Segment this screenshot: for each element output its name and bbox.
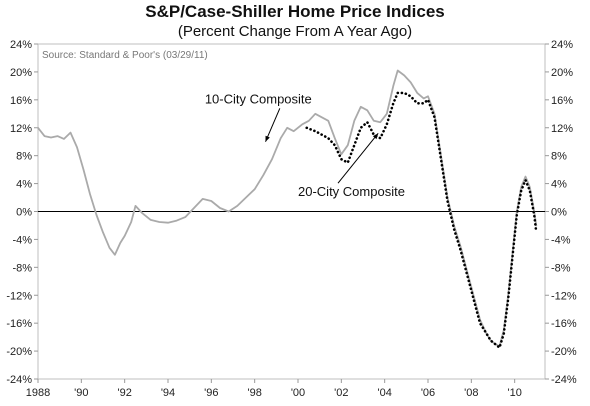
x-tick-label: '04 <box>377 387 391 399</box>
x-tick-label: '98 <box>247 387 261 399</box>
annotation-arrow <box>337 133 379 184</box>
x-tick-label: '10 <box>507 387 521 399</box>
y-tick-label-right: -20% <box>551 346 577 358</box>
y-tick-label-left: 16% <box>10 95 32 107</box>
y-tick-label-right: -24% <box>551 374 577 386</box>
series-group <box>37 69 538 349</box>
chart-title: S&P/Case-Shiller Home Price Indices <box>145 2 445 21</box>
y-axis-right: 24% 20% 16% 12% 8% 4% 0% -4% -8% -12% -16% -20% -24% <box>545 39 577 386</box>
x-tick-label: '06 <box>421 387 435 399</box>
y-tick-label-right: -4% <box>551 234 571 246</box>
y-tick-label-left: 20% <box>10 67 32 79</box>
y-tick-label-left: 24% <box>10 39 32 51</box>
y-tick-label-right: 4% <box>551 179 567 191</box>
y-axis-left: 24% 20% 16% 12% 8% 4% 0% -4% -8% -12% -16% -20% -24% <box>6 39 38 386</box>
y-tick-label-left: -24% <box>6 374 32 386</box>
annotation-arrowhead <box>265 135 270 142</box>
annotation-arrowhead <box>372 133 379 140</box>
x-axis: 1988 '90 '92 '94 '96 '98 '00 '02 '04 '06 '08 '10 <box>26 379 522 399</box>
x-tick-label: '92 <box>117 387 131 399</box>
x-tick-label: '94 <box>161 387 175 399</box>
x-tick-label: '08 <box>464 387 478 399</box>
y-tick-label-left: -16% <box>6 318 32 330</box>
y-tick-label-right: 8% <box>551 151 567 163</box>
y-tick-label-left: 12% <box>10 123 32 135</box>
y-tick-label-left: -4% <box>12 234 32 246</box>
annotation-label: 10-City Composite <box>205 91 312 106</box>
y-tick-label-right: 20% <box>551 67 573 79</box>
y-tick-label-left: -12% <box>6 290 32 302</box>
series-line-10-city <box>37 69 538 348</box>
y-tick-label-left: 4% <box>16 179 32 191</box>
x-tick-label: '00 <box>291 387 305 399</box>
y-tick-label-right: 12% <box>551 123 573 135</box>
x-tick-label: '96 <box>204 387 218 399</box>
y-tick-label-right: 16% <box>551 95 573 107</box>
annotation-label: 20-City Composite <box>298 184 405 199</box>
y-tick-label-right: -12% <box>551 290 577 302</box>
y-tick-label-right: -16% <box>551 318 577 330</box>
y-tick-label-right: 0% <box>551 207 567 219</box>
y-tick-label-left: 0% <box>16 207 32 219</box>
y-tick-label-right: 24% <box>551 39 573 51</box>
chart-subtitle: (Percent Change From A Year Ago) <box>177 23 413 40</box>
annotations: 10-City Composite 20-City Composite <box>205 91 405 199</box>
y-tick-label-right: -8% <box>551 262 571 274</box>
y-tick-label-left: 8% <box>16 151 32 163</box>
source-note: Source: Standard & Poor's (03/29/11) <box>42 50 208 61</box>
annotation-arrow <box>265 108 281 142</box>
y-tick-label-left: -8% <box>12 262 32 274</box>
series-line-20-city <box>305 91 538 349</box>
x-tick-label: '02 <box>334 387 348 399</box>
x-tick-label: '90 <box>74 387 88 399</box>
y-tick-label-left: -20% <box>6 346 32 358</box>
x-tick-label: 1988 <box>26 387 50 399</box>
